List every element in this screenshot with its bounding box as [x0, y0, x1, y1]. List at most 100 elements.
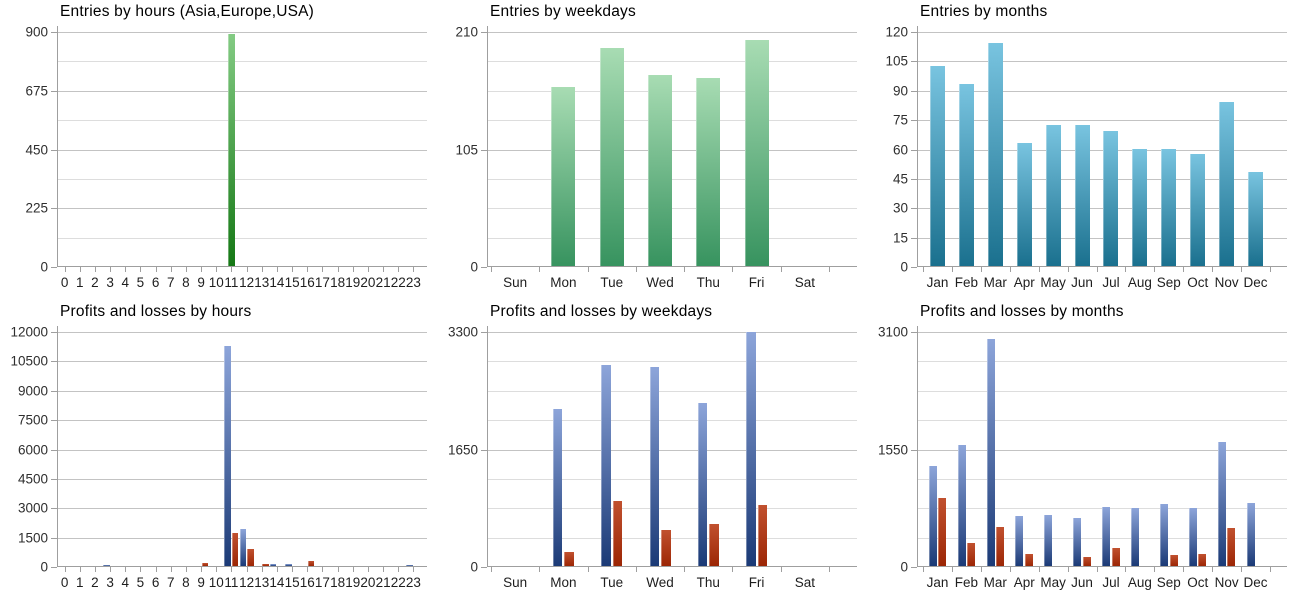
x-axis-label: 2: [91, 275, 99, 290]
y-axis-tick: [51, 567, 57, 568]
bar-entries-Nov: [1219, 101, 1235, 266]
x-axis-tick: [587, 567, 589, 572]
gridline: [487, 178, 857, 180]
x-axis-tick: [201, 267, 203, 272]
x-axis-label: Feb: [954, 575, 979, 590]
x-axis-tick: [829, 567, 830, 572]
y-axis-tick: [911, 61, 917, 63]
bar-entries-Mar: [987, 42, 1003, 266]
x-axis-tick: [276, 267, 278, 272]
x-axis-label: 7: [166, 275, 175, 290]
y-axis-tick: [481, 449, 487, 451]
y-axis-label: 7500: [17, 412, 48, 428]
x-axis-label: 3: [106, 275, 114, 290]
x-axis-tick: [79, 567, 81, 572]
x-axis-label: 15: [284, 575, 300, 590]
bar-loss-12: [247, 549, 254, 566]
x-axis-label: 16: [299, 275, 315, 290]
x-axis-line: [57, 566, 427, 567]
x-axis-label: Tue: [600, 575, 624, 590]
x-axis-label: 23: [405, 275, 421, 290]
x-axis-label: Thu: [696, 575, 720, 590]
bar-entries-Mon: [551, 86, 576, 266]
x-axis-tick: [1125, 567, 1127, 572]
y-axis-label: 3000: [17, 500, 48, 516]
gridline: [917, 537, 1287, 539]
x-axis-label: Oct: [1187, 275, 1209, 290]
x-axis-tick: [1009, 267, 1011, 272]
x-axis-label: Thu: [696, 275, 720, 290]
bar-loss-Jun: [1082, 556, 1091, 566]
x-axis-tick: [732, 267, 734, 272]
x-axis-tick: [352, 267, 354, 272]
y-axis-label: 45: [892, 171, 908, 187]
y-axis-label: 4500: [17, 471, 48, 487]
x-axis-label: 23: [405, 575, 421, 590]
x-axis-label: 11: [224, 275, 239, 290]
bar-profit-Wed: [649, 367, 659, 566]
y-axis-label: 105: [455, 142, 478, 157]
gridline: [487, 478, 857, 480]
x-axis-tick: [1212, 267, 1214, 272]
gridline: [917, 390, 1287, 392]
bar-profit-23: [406, 564, 413, 566]
y-axis-label: 0: [470, 259, 478, 275]
x-axis-tick: [246, 567, 248, 572]
chart-title: Entries by months: [920, 3, 1048, 20]
y-axis-line: [57, 326, 58, 567]
gridline: [57, 361, 427, 363]
gridline: [917, 178, 1287, 180]
y-axis-label: 6000: [17, 442, 48, 457]
bar-loss-Fri: [757, 504, 768, 566]
y-axis-tick: [481, 332, 487, 333]
x-axis-tick: [923, 267, 924, 272]
bar-entries-Aug: [1132, 148, 1148, 266]
y-axis-tick: [911, 208, 917, 210]
chart-title: Profits and losses by months: [920, 303, 1124, 320]
x-axis-line: [917, 566, 1287, 567]
chart-title: Entries by weekdays: [490, 3, 636, 20]
x-axis-tick: [367, 567, 369, 572]
y-axis-label: 0: [40, 259, 48, 275]
bar-loss-11: [231, 532, 239, 566]
gridline: [487, 537, 857, 539]
y-axis-tick: [51, 32, 57, 33]
x-axis-tick: [951, 567, 953, 572]
bar-entries-Fri: [744, 39, 769, 266]
bar-entries-Jul: [1103, 130, 1119, 266]
x-axis-label: Mar: [983, 575, 1007, 590]
x-axis-tick: [829, 267, 830, 272]
bar-loss-16: [307, 561, 315, 566]
bar-loss-9: [201, 563, 209, 566]
x-axis-label: 0: [60, 575, 69, 590]
bar-profit-3: [103, 565, 110, 566]
y-axis-tick: [51, 449, 57, 451]
gridline: [57, 478, 427, 480]
gridline: [487, 449, 857, 451]
x-axis-label: 14: [269, 575, 285, 590]
bar-profit-Tue: [601, 365, 611, 566]
x-axis-label: Tue: [600, 275, 624, 290]
x-axis-tick: [398, 267, 400, 272]
y-axis-label: 30: [892, 200, 908, 216]
gridline: [917, 149, 1287, 151]
x-axis-tick: [1183, 267, 1185, 272]
x-axis-tick: [170, 567, 172, 572]
x-axis-tick: [1096, 567, 1098, 572]
bar-entries-Apr: [1016, 142, 1032, 266]
x-axis-label: Wed: [646, 275, 674, 290]
bar-loss-Oct: [1198, 553, 1207, 566]
y-axis-line: [487, 326, 488, 567]
y-axis-line: [917, 26, 918, 267]
x-axis-tick: [1009, 567, 1011, 572]
x-axis-tick: [780, 567, 782, 572]
x-axis-tick: [1270, 567, 1271, 572]
x-axis-tick: [367, 267, 369, 272]
x-axis-tick: [110, 567, 112, 572]
y-axis-label: 1650: [447, 442, 478, 457]
x-axis-tick: [1241, 567, 1243, 572]
x-axis-tick: [261, 567, 263, 572]
y-axis-label: 900: [25, 24, 48, 40]
x-axis-label: 21: [375, 275, 391, 290]
gridline: [57, 332, 427, 333]
